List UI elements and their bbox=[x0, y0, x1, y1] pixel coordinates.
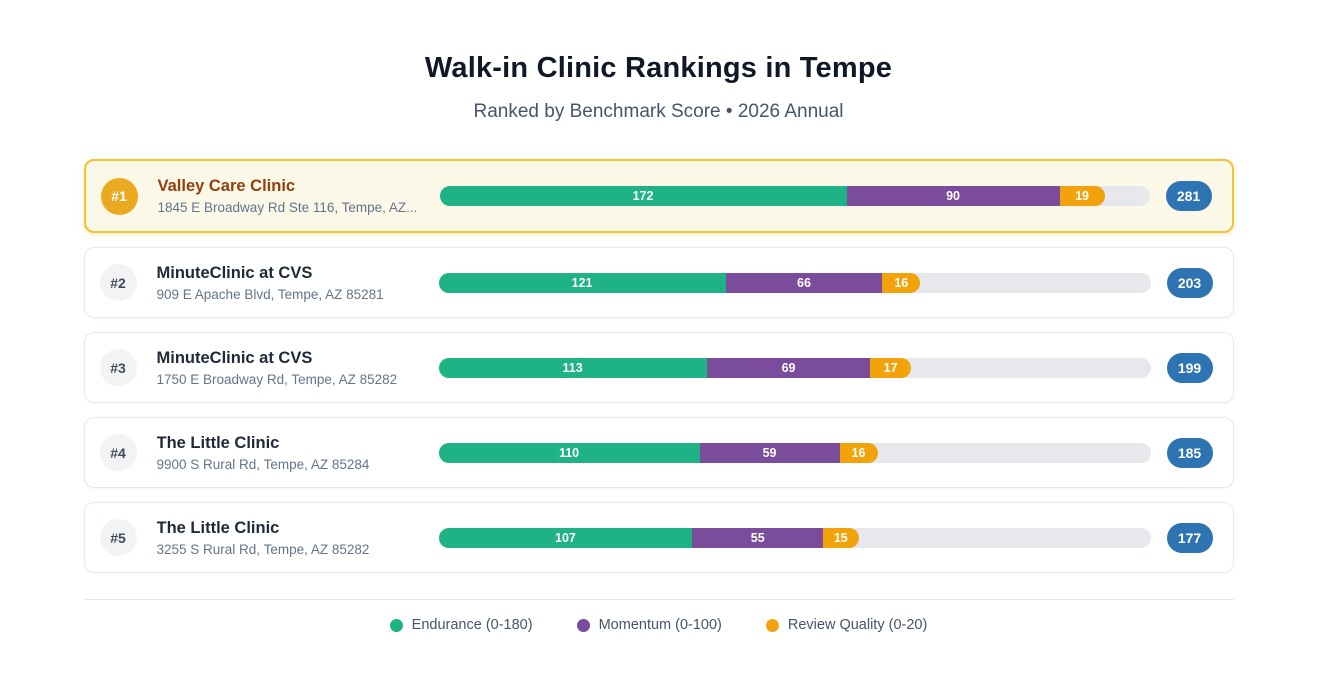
endurance-bar-segment: 110 bbox=[438, 442, 700, 463]
total-score-badge: 177 bbox=[1166, 522, 1213, 553]
ranking-row[interactable]: #2 MinuteClinic at CVS 909 E Apache Blvd… bbox=[83, 247, 1234, 318]
score-bar-track: 110 59 16 bbox=[438, 442, 1151, 463]
momentum-bar-segment: 59 bbox=[699, 442, 840, 463]
legend-item: Momentum (0-100) bbox=[576, 617, 722, 633]
score-bar-track: 113 69 17 bbox=[438, 357, 1151, 378]
review-quality-bar-segment: 19 bbox=[1059, 186, 1105, 206]
review-quality-bar-segment: 15 bbox=[822, 527, 859, 548]
legend-color-dot bbox=[576, 618, 590, 632]
review-quality-bar-segment: 17 bbox=[870, 357, 911, 378]
clinic-name: MinuteClinic at CVS bbox=[156, 348, 313, 367]
legend-label: Momentum (0-100) bbox=[598, 617, 722, 633]
footer-divider bbox=[83, 599, 1234, 600]
score-bar-track: 121 66 16 bbox=[438, 272, 1151, 293]
total-score-badge: 281 bbox=[1165, 181, 1212, 211]
score-bar-track: 172 90 19 bbox=[439, 186, 1150, 206]
total-score-badge: 199 bbox=[1166, 352, 1213, 383]
endurance-bar-segment: 107 bbox=[438, 527, 693, 548]
endurance-bar-segment: 172 bbox=[439, 186, 847, 206]
review-quality-bar-segment: 16 bbox=[839, 442, 878, 463]
chart-legend: Endurance (0-180) Momentum (0-100) Revie… bbox=[84, 617, 1234, 633]
clinic-address: 1750 E Broadway Rd, Tempe, AZ 85282 bbox=[156, 371, 398, 387]
legend-color-dot bbox=[389, 618, 403, 632]
legend-label: Endurance (0-180) bbox=[411, 617, 533, 633]
rank-badge: #5 bbox=[99, 519, 137, 556]
rank-badge: #2 bbox=[99, 264, 137, 301]
clinic-name: Valley Care Clinic bbox=[157, 177, 296, 195]
clinic-name: MinuteClinic at CVS bbox=[156, 263, 313, 282]
clinic-info: MinuteClinic at CVS 1750 E Broadway Rd, … bbox=[157, 349, 419, 387]
total-score-badge: 203 bbox=[1166, 267, 1213, 298]
clinic-info: MinuteClinic at CVS 909 E Apache Blvd, T… bbox=[157, 264, 419, 302]
page-title: Walk-in Clinic Rankings in Tempe bbox=[424, 52, 893, 84]
legend-item: Endurance (0-180) bbox=[389, 617, 533, 633]
ranking-row[interactable]: #5 The Little Clinic 3255 S Rural Rd, Te… bbox=[83, 502, 1234, 573]
clinic-info: The Little Clinic 9900 S Rural Rd, Tempe… bbox=[157, 434, 419, 472]
clinic-address: 9900 S Rural Rd, Tempe, AZ 85284 bbox=[156, 456, 370, 472]
score-bar-track: 107 55 15 bbox=[438, 527, 1151, 548]
momentum-bar-segment: 90 bbox=[846, 186, 1060, 206]
rank-badge: #1 bbox=[100, 177, 138, 215]
legend-label: Review Quality (0-20) bbox=[787, 617, 928, 633]
ranking-row[interactable]: #3 MinuteClinic at CVS 1750 E Broadway R… bbox=[83, 332, 1234, 403]
momentum-bar-segment: 55 bbox=[692, 527, 823, 548]
ranking-row[interactable]: #4 The Little Clinic 9900 S Rural Rd, Te… bbox=[83, 417, 1234, 488]
total-score-badge: 185 bbox=[1166, 437, 1213, 468]
clinic-address: 909 E Apache Blvd, Tempe, AZ 85281 bbox=[156, 286, 384, 302]
ranking-row[interactable]: #1 Valley Care Clinic 1845 E Broadway Rd… bbox=[83, 159, 1234, 233]
clinic-address: 3255 S Rural Rd, Tempe, AZ 85282 bbox=[156, 541, 370, 557]
endurance-bar-segment: 113 bbox=[438, 357, 707, 378]
endurance-bar-segment: 121 bbox=[438, 272, 726, 293]
rankings-page: Walk-in Clinic Rankings in Tempe Ranked … bbox=[83, 0, 1234, 633]
legend-color-dot bbox=[765, 618, 779, 632]
rank-badge: #3 bbox=[99, 349, 137, 386]
ranking-list: #1 Valley Care Clinic 1845 E Broadway Rd… bbox=[83, 159, 1234, 573]
momentum-bar-segment: 69 bbox=[706, 357, 871, 378]
clinic-info: The Little Clinic 3255 S Rural Rd, Tempe… bbox=[157, 519, 419, 557]
clinic-address: 1845 E Broadway Rd Ste 116, Tempe, AZ... bbox=[157, 200, 418, 215]
legend-item: Review Quality (0-20) bbox=[765, 617, 928, 633]
review-quality-bar-segment: 16 bbox=[882, 272, 921, 293]
rank-badge: #4 bbox=[99, 434, 137, 471]
clinic-name: The Little Clinic bbox=[156, 433, 280, 452]
momentum-bar-segment: 66 bbox=[725, 272, 883, 293]
clinic-name: The Little Clinic bbox=[156, 518, 280, 537]
page-subtitle: Ranked by Benchmark Score • 2026 Annual bbox=[473, 101, 844, 122]
clinic-info: Valley Care Clinic 1845 E Broadway Rd St… bbox=[158, 177, 420, 215]
